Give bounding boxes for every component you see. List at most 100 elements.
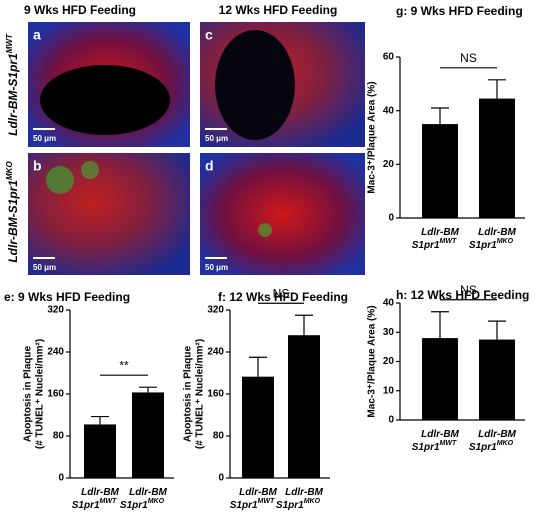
- x-tick-line1: Ldlr-BM: [285, 487, 323, 498]
- y-tick-label: 320: [207, 305, 224, 316]
- chart-title: h: 12 Wks HFD Feeding: [396, 288, 529, 302]
- y-tick-label: 160: [47, 389, 64, 400]
- y-tick-label: 40: [383, 105, 395, 116]
- x-tick-line2: S1pr1: [412, 442, 440, 453]
- x-tick-line2: S1pr1: [72, 500, 100, 511]
- annotation: NS: [460, 283, 477, 297]
- error-bar: [249, 356, 267, 377]
- row-label-text: Ldlr-BM-S1pr1: [6, 180, 20, 263]
- chart: h: 12 Wks HFD Feeding Mac-3⁺/Plaque Area …: [367, 283, 530, 453]
- chart: e: 9 Wks HFD Feeding Apoptosis in Plaque(…: [4, 290, 174, 511]
- x-tick-label: Ldlr-BM S1pr1MWT: [412, 227, 460, 251]
- x-tick-line2: S1pr1: [276, 500, 304, 511]
- y-tick-label: 0: [388, 415, 394, 426]
- x-tick-line1: Ldlr-BM: [81, 487, 119, 498]
- column-header: 12 Wks HFD Feeding: [219, 3, 338, 17]
- y-tick-label: 80: [53, 431, 65, 442]
- x-tick-line1: Ldlr-BM: [421, 227, 459, 238]
- y-tick-label: 20: [383, 356, 395, 367]
- chart-title: f: 12 Wks HFD Feeding: [218, 290, 348, 304]
- y-axis-label: Mac-3⁺/Plaque Area (%): [367, 81, 378, 193]
- error-bar: [488, 320, 506, 340]
- x-tick-label: Ldlr-BM S1pr1MWT: [230, 487, 278, 511]
- x-tick-line1: Ldlr-BM: [239, 487, 277, 498]
- row-label-text: Ldlr-BM-S1pr1: [6, 53, 20, 136]
- column-header: 9 Wks HFD Feeding: [24, 3, 136, 17]
- scale-label: 50 μm: [33, 263, 56, 272]
- row-label-sup: MWT: [5, 33, 14, 53]
- chart: g: 9 Wks HFD Feeding Mac-3⁺/Plaque Area (…: [367, 4, 525, 251]
- x-tick-line2: S1pr1: [412, 240, 440, 251]
- chart: f: 12 Wks HFD Feeding Apoptosis in Plaque…: [183, 286, 348, 510]
- chart-title: e: 9 Wks HFD Feeding: [4, 290, 130, 304]
- error-bar: [91, 415, 109, 425]
- x-tick-label: Ldlr-BM S1pr1MKO: [276, 487, 324, 511]
- x-tick-line1: Ldlr-BM: [421, 429, 459, 440]
- bar: [132, 392, 164, 478]
- y-tick-label: 160: [207, 389, 224, 400]
- bar: [288, 335, 320, 478]
- annotation: **: [119, 358, 129, 372]
- x-tick-line2: S1pr1: [120, 500, 148, 511]
- annotation: NS: [460, 51, 477, 65]
- panel-letter: c: [205, 27, 213, 43]
- x-tick-sup: MWT: [440, 440, 457, 447]
- x-tick-line1: Ldlr-BM: [478, 227, 516, 238]
- x-tick-label: Ldlr-BM S1pr1MWT: [72, 487, 120, 511]
- bar: [84, 424, 116, 478]
- x-tick-label: Ldlr-BM S1pr1MKO: [469, 227, 517, 251]
- y-tick-label: 30: [383, 327, 395, 338]
- error-bar: [295, 314, 313, 336]
- error-bar: [431, 311, 449, 339]
- x-tick-sup: MWT: [440, 238, 457, 245]
- x-tick-sup: MKO: [148, 498, 165, 505]
- lumen: [215, 30, 295, 140]
- row-label: Ldlr-BM-S1pr1MWT: [5, 33, 20, 136]
- bar: [479, 339, 515, 420]
- x-tick-line2: S1pr1: [230, 500, 258, 511]
- y-tick-label: 320: [47, 305, 64, 316]
- y-axis-label: Mac-3⁺/Plaque Area (%): [367, 305, 378, 417]
- panel-letter: b: [33, 158, 42, 174]
- scale-label: 50 μm: [33, 134, 56, 143]
- micrographs: [28, 22, 365, 275]
- lumen: [40, 65, 170, 135]
- x-tick-line2: S1pr1: [469, 240, 497, 251]
- y-axis-label: Apoptosis in Plaque: [23, 346, 34, 443]
- annotation: NS: [273, 286, 290, 300]
- micrograph: [200, 153, 365, 275]
- bar: [422, 124, 458, 218]
- x-tick-sup: MKO: [304, 498, 321, 505]
- bar: [422, 338, 458, 420]
- y-tick-label: 40: [383, 298, 395, 309]
- chart-title: g: 9 Wks HFD Feeding: [396, 4, 523, 18]
- x-tick-line1: Ldlr-BM: [129, 487, 167, 498]
- x-tick-line2: S1pr1: [469, 442, 497, 453]
- x-tick-line1: Ldlr-BM: [478, 429, 516, 440]
- stain: [46, 166, 74, 194]
- y-tick-label: 10: [383, 385, 395, 396]
- stain: [81, 161, 99, 179]
- x-tick-sup: MKO: [497, 238, 514, 245]
- bar: [479, 98, 515, 218]
- x-tick-sup: MKO: [497, 440, 514, 447]
- x-tick-label: Ldlr-BM S1pr1MKO: [469, 429, 517, 453]
- y-tick-label: 60: [383, 52, 395, 63]
- y-tick-label: 240: [207, 347, 224, 358]
- y-tick-label: 20: [383, 159, 395, 170]
- row-label: Ldlr-BM-S1pr1MKO: [5, 161, 20, 263]
- y-axis-label: Apoptosis in Plaque: [183, 346, 194, 443]
- y-axis-label: (# TUNEL⁺ Nuclei/mm²): [195, 339, 206, 449]
- x-tick-sup: MWT: [258, 498, 275, 505]
- y-axis-label: (# TUNEL⁺ Nuclei/mm²): [35, 339, 46, 449]
- error-bar: [488, 79, 506, 99]
- y-tick-label: 0: [388, 213, 394, 224]
- row-label-sup: MKO: [5, 161, 14, 180]
- x-tick-label: Ldlr-BM S1pr1MWT: [412, 429, 460, 453]
- panel-letter: a: [33, 27, 41, 43]
- error-bar: [431, 107, 449, 125]
- y-tick-label: 240: [47, 347, 64, 358]
- bar: [242, 376, 274, 478]
- x-tick-sup: MWT: [100, 498, 117, 505]
- scale-label: 50 μm: [205, 134, 228, 143]
